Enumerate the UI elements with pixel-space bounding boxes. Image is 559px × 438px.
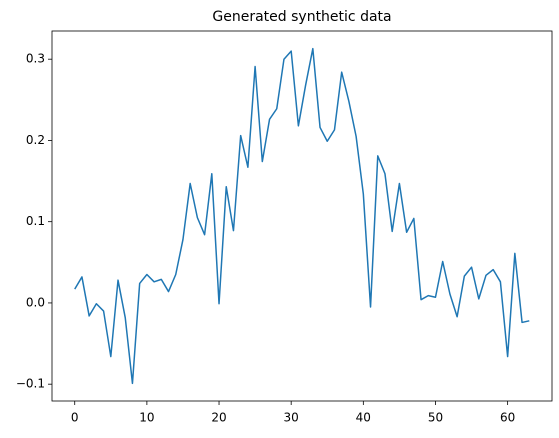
data-line bbox=[74, 47, 530, 385]
x-tick-label: 20 bbox=[211, 411, 226, 425]
x-tick-label: 60 bbox=[500, 411, 515, 425]
chart-title: Generated synthetic data bbox=[212, 9, 391, 25]
x-tick-label: 30 bbox=[284, 411, 299, 425]
x-tick-label: 50 bbox=[428, 411, 443, 425]
x-tick-label: 40 bbox=[356, 411, 371, 425]
y-tick-label: 0.2 bbox=[26, 133, 45, 147]
x-tick-label: 0 bbox=[71, 411, 79, 425]
y-tick-label: 0.3 bbox=[26, 52, 45, 66]
y-tick-label: 0.0 bbox=[26, 295, 45, 309]
x-tick-label: 10 bbox=[139, 411, 154, 425]
axes-frame bbox=[51, 30, 553, 402]
y-tick-label: 0.1 bbox=[26, 214, 45, 228]
y-tick-label: −0.1 bbox=[16, 377, 45, 391]
